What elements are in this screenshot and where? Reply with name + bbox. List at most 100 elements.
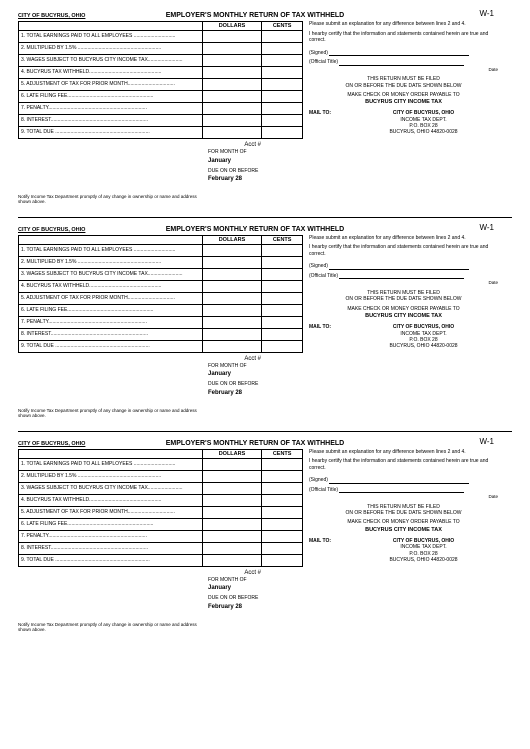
table-row: 4. BUCYRUS TAX WITHHELD.................… — [18, 495, 303, 507]
row-label: 9. TOTAL DUE ...........................… — [19, 127, 203, 138]
mail-address: CITY OF BUCYRUS, OHIO INCOME TAX DEPT. P… — [349, 110, 498, 135]
table-row: 4. BUCYRUS TAX WITHHELD.................… — [18, 281, 303, 293]
certify-text: I hearby certify that the information an… — [309, 244, 498, 257]
cents-cell[interactable] — [262, 507, 302, 518]
dollars-cell[interactable] — [203, 127, 263, 138]
city-label: CITY OF BUCYRUS, OHIO — [18, 13, 108, 19]
for-month-value: January — [208, 584, 303, 593]
dollars-cell[interactable] — [203, 79, 263, 90]
cents-cell[interactable] — [262, 471, 302, 482]
signature-field[interactable] — [329, 483, 469, 484]
date-label: Date — [309, 280, 498, 286]
cents-cell[interactable] — [262, 305, 302, 316]
signature-field[interactable] — [329, 269, 469, 270]
signature-field[interactable] — [329, 55, 469, 56]
cents-cell[interactable] — [262, 341, 302, 352]
cents-cell[interactable] — [262, 91, 302, 102]
cents-cell[interactable] — [262, 115, 302, 126]
dollars-cell[interactable] — [203, 281, 263, 292]
dollars-cell[interactable] — [203, 495, 263, 506]
notify-text: Notify Income Tax Department promptly of… — [18, 194, 198, 205]
table-row: 1. TOTAL EARNINGS PAID TO ALL EMPLOYEES … — [18, 31, 303, 43]
dollars-cell[interactable] — [203, 543, 263, 554]
table-row: 8. INTEREST.............................… — [18, 115, 303, 127]
city-label: CITY OF BUCYRUS, OHIO — [18, 227, 108, 233]
official-title-line: (Official Title) — [309, 487, 498, 494]
dollars-cell[interactable] — [203, 115, 263, 126]
cents-cell[interactable] — [262, 459, 302, 470]
cents-cell[interactable] — [262, 329, 302, 340]
dollars-cell[interactable] — [203, 31, 263, 42]
dollars-cell[interactable] — [203, 67, 263, 78]
acct-label: Acct # — [18, 139, 303, 149]
cents-cell[interactable] — [262, 67, 302, 78]
table-header: DOLLARS CENTS — [18, 21, 303, 31]
dollars-cell[interactable] — [203, 43, 263, 54]
cents-cell[interactable] — [262, 79, 302, 90]
col-dollars: DOLLARS — [203, 236, 263, 244]
form-header: CITY OF BUCYRUS, OHIO EMPLOYER'S MONTHLY… — [18, 440, 512, 447]
cents-cell[interactable] — [262, 483, 302, 494]
cents-cell[interactable] — [262, 495, 302, 506]
row-label: 6. LATE FILING FEE......................… — [19, 519, 203, 530]
dollars-cell[interactable] — [203, 103, 263, 114]
cents-cell[interactable] — [262, 269, 302, 280]
table-row: 8. INTEREST.............................… — [18, 329, 303, 341]
dollars-cell[interactable] — [203, 471, 263, 482]
due-label: DUE ON OR BEFORE — [208, 595, 303, 603]
title-field[interactable] — [339, 492, 464, 493]
filed-notice: THIS RETURN MUST BE FILED ON OR BEFORE T… — [309, 290, 498, 303]
right-column: Please submit an explanation for any dif… — [303, 21, 498, 205]
dollars-cell[interactable] — [203, 483, 263, 494]
table-row: 9. TOTAL DUE ...........................… — [18, 341, 303, 353]
cents-cell[interactable] — [262, 257, 302, 268]
title-field[interactable] — [339, 65, 464, 66]
for-month-value: January — [208, 370, 303, 379]
cents-cell[interactable] — [262, 555, 302, 566]
dollars-cell[interactable] — [203, 555, 263, 566]
payable-text: MAKE CHECK OR MONEY ORDER PAYABLE TO — [309, 92, 498, 99]
dollars-cell[interactable] — [203, 507, 263, 518]
mail-address: CITY OF BUCYRUS, OHIO INCOME TAX DEPT. P… — [349, 324, 498, 349]
form-copy: CITY OF BUCYRUS, OHIO EMPLOYER'S MONTHLY… — [18, 226, 512, 419]
payto-text: BUCYRUS CITY INCOME TAX — [309, 527, 498, 534]
table-row: 5. ADJUSTMENT OF TAX FOR PRIOR MONTH....… — [18, 507, 303, 519]
dollars-cell[interactable] — [203, 55, 263, 66]
table-row: 2. MULTIPLIED BY 1.5% ..................… — [18, 257, 303, 269]
table-row: 2. MULTIPLIED BY 1.5% ..................… — [18, 471, 303, 483]
cents-cell[interactable] — [262, 293, 302, 304]
dollars-cell[interactable] — [203, 257, 263, 268]
signed-line: (Signed) — [309, 477, 498, 484]
cents-cell[interactable] — [262, 245, 302, 256]
dollars-cell[interactable] — [203, 519, 263, 530]
table-row: 6. LATE FILING FEE......................… — [18, 519, 303, 531]
notify-text: Notify Income Tax Department promptly of… — [18, 408, 198, 419]
dollars-cell[interactable] — [203, 329, 263, 340]
certify-text: I hearby certify that the information an… — [309, 31, 498, 44]
cents-cell[interactable] — [262, 281, 302, 292]
cents-cell[interactable] — [262, 43, 302, 54]
cents-cell[interactable] — [262, 31, 302, 42]
row-label: 4. BUCYRUS TAX WITHHELD.................… — [19, 67, 203, 78]
cents-cell[interactable] — [262, 103, 302, 114]
cents-cell[interactable] — [262, 531, 302, 542]
dollars-cell[interactable] — [203, 459, 263, 470]
dollars-cell[interactable] — [203, 305, 263, 316]
dollars-cell[interactable] — [203, 91, 263, 102]
mail-block: MAIL TO: CITY OF BUCYRUS, OHIO INCOME TA… — [309, 110, 498, 135]
dollars-cell[interactable] — [203, 269, 263, 280]
title-field[interactable] — [339, 278, 464, 279]
table-row: 7. PENALTY..............................… — [18, 531, 303, 543]
date-label: Date — [309, 494, 498, 500]
cents-cell[interactable] — [262, 543, 302, 554]
dollars-cell[interactable] — [203, 293, 263, 304]
dollars-cell[interactable] — [203, 245, 263, 256]
cents-cell[interactable] — [262, 317, 302, 328]
dollars-cell[interactable] — [203, 317, 263, 328]
cents-cell[interactable] — [262, 127, 302, 138]
dollars-cell[interactable] — [203, 531, 263, 542]
dollars-cell[interactable] — [203, 341, 263, 352]
form-title: EMPLOYER'S MONTHLY RETURN OF TAX WITHHEL… — [108, 226, 402, 233]
cents-cell[interactable] — [262, 519, 302, 530]
cents-cell[interactable] — [262, 55, 302, 66]
